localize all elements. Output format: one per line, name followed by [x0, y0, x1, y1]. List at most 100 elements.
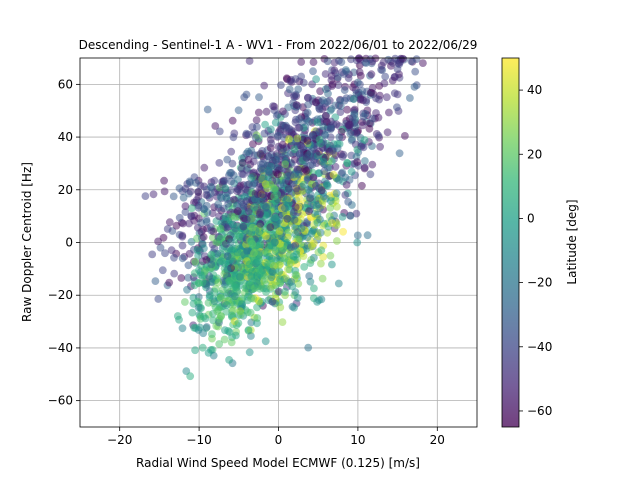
scatter-point [395, 149, 404, 158]
scatter-point [215, 340, 224, 348]
scatter-point [311, 98, 320, 107]
scatter-point [275, 261, 284, 269]
scatter-point [239, 170, 248, 179]
scatter-point [355, 68, 364, 76]
scatter-point [317, 186, 326, 195]
scatter-point [391, 54, 400, 63]
scatter-point [185, 219, 193, 228]
colorbar-tick-label: −60 [527, 404, 552, 418]
scatter-point [393, 65, 402, 74]
scatter-point [331, 162, 340, 171]
scatter-point [377, 65, 385, 74]
scatter-point [220, 177, 229, 186]
scatter-point [309, 173, 318, 182]
scatter-point [338, 213, 347, 221]
scatter-point [327, 72, 336, 80]
scatter-point [256, 220, 265, 228]
scatter-point [351, 86, 360, 94]
scatter-point [265, 153, 274, 162]
y-axis-label: Raw Doppler Centroid [Hz] [20, 162, 34, 322]
scatter-point [357, 142, 366, 151]
scatter-point [362, 96, 371, 105]
scatter-point [186, 372, 195, 381]
scatter-point [323, 97, 332, 106]
scatter-point [309, 58, 318, 66]
scatter-point [230, 292, 239, 301]
scatter-point [299, 180, 308, 189]
scatter-point [343, 158, 352, 167]
scatter-point [178, 232, 187, 241]
scatter-point [368, 57, 377, 66]
scatter-point [361, 157, 369, 165]
scatter-point [160, 187, 169, 196]
scatter-point [194, 203, 203, 212]
scatter-point [217, 257, 226, 265]
scatter-point [321, 112, 330, 120]
scatter-point [266, 259, 275, 268]
scatter-point [222, 301, 231, 309]
scatter-point [367, 70, 376, 79]
scatter-point [407, 57, 416, 66]
scatter-point [244, 130, 253, 139]
scatter-point [268, 297, 277, 306]
scatter-point [274, 132, 282, 140]
y-tick-label: 40 [58, 130, 73, 144]
scatter-point [275, 227, 284, 236]
scatter-point [209, 227, 218, 236]
scatter-point [329, 170, 338, 179]
scatter-point [251, 133, 260, 142]
scatter-point [286, 171, 295, 180]
scatter-point [244, 326, 253, 334]
scatter-point [399, 54, 407, 63]
scatter-point [308, 242, 316, 250]
scatter-point [358, 87, 367, 95]
x-tick-label: 0 [275, 433, 283, 447]
scatter-point [356, 95, 365, 104]
scatter-point [183, 285, 191, 294]
scatter-point [254, 108, 263, 117]
scatter-point [260, 81, 269, 90]
scatter-point [328, 219, 336, 228]
scatter-point [358, 181, 366, 190]
scatter-point [198, 240, 207, 249]
scatter-point [261, 337, 270, 346]
scatter-point [284, 265, 292, 274]
scatter-point [293, 134, 302, 143]
scatter-point [154, 295, 163, 303]
scatter-point [170, 269, 179, 278]
scatter-point [181, 202, 190, 211]
scatter-point [283, 195, 291, 204]
scatter-point [315, 135, 324, 144]
scatter-point [353, 158, 362, 166]
scatter-point [247, 332, 255, 340]
scatter-point [349, 95, 358, 103]
scatter-point [220, 335, 229, 344]
scatter-point [294, 170, 303, 179]
scatter-point [191, 346, 200, 355]
scatter-point [290, 93, 299, 101]
scatter-point [253, 234, 262, 243]
scatter-point [225, 356, 234, 364]
scatter-point [290, 215, 299, 224]
scatter-point [297, 58, 306, 66]
scatter-point [223, 252, 232, 260]
scatter-point [292, 250, 301, 259]
scatter-point [322, 181, 331, 190]
scatter-point [323, 228, 332, 237]
scatter-point [286, 77, 295, 85]
scatter-point [285, 85, 294, 94]
scatter-point [223, 265, 232, 274]
scatter-point [301, 165, 309, 173]
scatter-point [141, 192, 150, 201]
scatter-point [283, 214, 292, 223]
scatter-point [255, 93, 263, 102]
scatter-point [179, 219, 188, 228]
colorbar-tick-label: −20 [527, 276, 552, 290]
scatter-point [321, 85, 330, 93]
scatter-point [207, 260, 216, 269]
scatter-point [303, 108, 312, 117]
scatter-point [291, 288, 300, 296]
scatter-point [327, 117, 335, 126]
scatter-point [345, 121, 354, 130]
scatter-point [354, 54, 363, 63]
